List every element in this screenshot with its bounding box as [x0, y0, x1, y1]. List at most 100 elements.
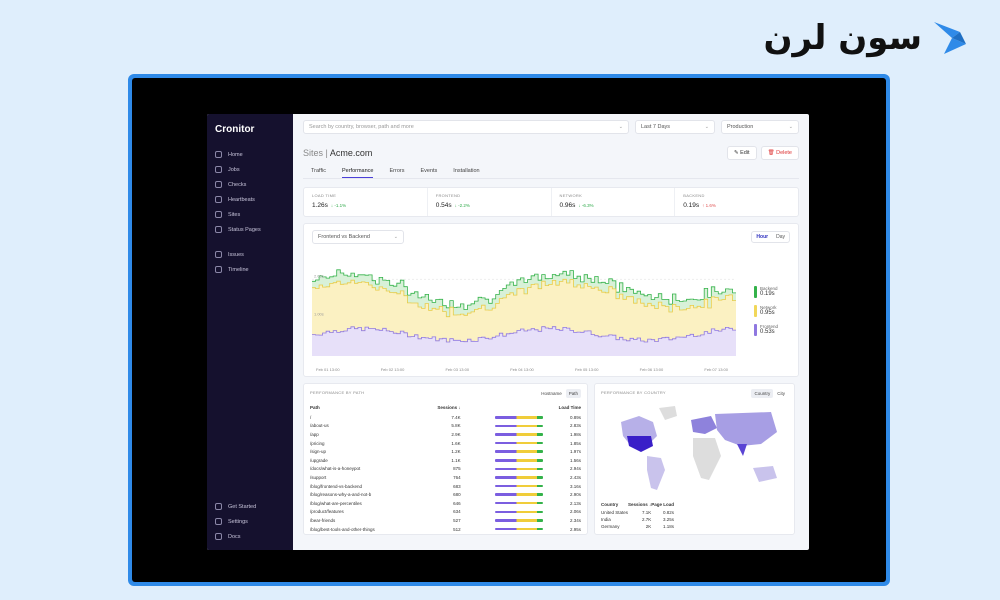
col-load-time[interactable]: Load Time [558, 405, 581, 410]
table-row[interactable]: /pricing 1.6K 1.85s [310, 439, 581, 448]
sidebar-item-checks[interactable]: Checks [213, 177, 287, 192]
sidebar-item-settings[interactable]: Settings [213, 514, 287, 529]
toggle-hour[interactable]: Hour [756, 234, 769, 240]
search-input[interactable]: Search by country, browser, path and mor… [303, 120, 629, 134]
app-logo[interactable]: Cronitor [215, 124, 255, 135]
path-cell: /blog/what-are-percentiles [310, 500, 362, 506]
sidebar-item-label: Jobs [228, 166, 240, 173]
date-range-select[interactable]: Last 7 Days ⌄ [635, 120, 715, 134]
load-time-bar [494, 424, 543, 428]
table-row[interactable]: /blog/best-tools-and-other-things 512 2.95… [310, 525, 581, 534]
sidebar-item-label: Sites [228, 211, 241, 218]
network-line [312, 278, 736, 318]
brand-header: سون لرن [763, 18, 970, 58]
edit-button[interactable]: ✎ Edit [726, 146, 757, 160]
table-row[interactable]: /app 2.9K 1.98s [310, 430, 581, 439]
page-load-cell: 3.25s [663, 517, 675, 522]
table-row[interactable]: /sign-up 1.2K 1.97s [310, 447, 581, 456]
tab-installation[interactable]: Installation [453, 168, 480, 174]
world-map[interactable] [601, 400, 791, 500]
map-europe [691, 416, 717, 434]
load-time-bar [494, 484, 543, 488]
legend-name: Backend [759, 286, 778, 291]
chart-legend: Backend 0.19s Network 0.95s Frontend 0.53s [753, 286, 778, 343]
load-bar-cell [461, 413, 543, 422]
col-country-sessions[interactable]: Sessions ↓ [628, 502, 652, 507]
performance-by-country-card: PERFORMANCE BY COUNTRY Country City [594, 383, 795, 535]
metric-frontend: FRONTEND 0.54s ↓ -2.2% [428, 188, 552, 216]
sidebar-item-jobs[interactable]: Jobs [213, 162, 287, 177]
tab-errors[interactable]: Errors [389, 168, 405, 174]
sidebar-item-status-pages[interactable]: Status Pages [213, 222, 287, 237]
environment-select[interactable]: Production ⌄ [721, 120, 799, 134]
x-tick-label: Feb 01 13:00 [316, 367, 340, 372]
load-bar-cell [461, 430, 543, 439]
card-title: PERFORMANCE BY COUNTRY [601, 390, 666, 395]
granularity-toggle: Hour Day [751, 231, 790, 243]
path-toggle: Hostname Path [538, 389, 581, 398]
delete-button[interactable]: 🗑 Delete [760, 146, 799, 160]
chevron-down-icon: ⌄ [704, 124, 709, 130]
sidebar-item-sites[interactable]: Sites [213, 207, 287, 222]
country-table: Country Sessions ↓ Page Load United Stat… [601, 502, 674, 530]
sidebar-item-label: Home [228, 151, 243, 158]
col-page-load[interactable]: Page Load [651, 502, 675, 507]
toggle-day[interactable]: Day [776, 234, 785, 240]
sidebar-item-docs[interactable]: Docs [213, 529, 287, 544]
sidebar-item-label: Settings [228, 518, 248, 525]
x-tick-label: Feb 04 13:00 [510, 367, 534, 372]
table-row[interactable]: /blog/what-are-percentiles 646 2.13s [310, 499, 581, 508]
sidebar-item-label: Heartbeats [228, 196, 255, 203]
col-sessions[interactable]: Sessions ↓ [437, 405, 461, 410]
backend-line [312, 269, 736, 310]
legend-network: Network 0.95s [753, 305, 778, 317]
load-time-cell: 1.98s [569, 431, 581, 437]
table-row[interactable]: India 2.7K 3.25s [601, 516, 674, 523]
table-row[interactable]: /blog/frontend-vs-backend 683 3.16s [310, 482, 581, 491]
path-cell: /blog/frontend-vs-backend [310, 483, 363, 489]
load-time-cell: 3.16s [569, 483, 581, 489]
col-country[interactable]: Country [601, 502, 619, 507]
sessions-cell: 1.1K [451, 457, 461, 463]
load-bar-cell [461, 516, 543, 525]
toggle-path[interactable]: Path [565, 389, 581, 398]
toggle-city[interactable]: City [777, 391, 785, 396]
toggle-hostname[interactable]: Hostname [541, 391, 562, 396]
load-time-cell: 2.06s [569, 509, 581, 515]
edit-label: Edit [740, 150, 750, 156]
table-row[interactable]: /product/features 634 2.06s [310, 508, 581, 517]
load-time-bar [494, 441, 543, 445]
table-row[interactable]: /about-us 5.8K 2.83s [310, 422, 581, 431]
table-row[interactable]: /docs/what-is-a-honeypot 875 2.94s [310, 465, 581, 474]
chart-metric-select[interactable]: Frontend vs Backend ⌄ [312, 230, 404, 244]
heartbeat-icon [215, 196, 222, 203]
tab-events[interactable]: Events [420, 168, 438, 174]
load-time-cell: 0.89s [569, 414, 581, 420]
sidebar-item-label: Docs [228, 533, 241, 540]
table-row[interactable]: /bear-friends 527 2.34s [310, 516, 581, 525]
sidebar-item-heartbeats[interactable]: Heartbeats [213, 192, 287, 207]
sidebar-item-timeline[interactable]: Timeline [213, 262, 287, 277]
load-time-cell: 1.97s [569, 449, 581, 455]
table-row[interactable]: /support 764 2.43s [310, 473, 581, 482]
load-time-cell: 1.85s [569, 440, 581, 446]
country-cell: Germany [601, 524, 620, 529]
sidebar-item-home[interactable]: Home [213, 147, 287, 162]
path-cell: /support [310, 474, 327, 480]
table-row[interactable]: / 7.4K 0.89s [310, 413, 581, 422]
table-row[interactable]: /blog/reasons-why-a-and-not-b 680 2.90s [310, 490, 581, 499]
metric-delta: ↓ -6.3% [578, 203, 594, 208]
tab-performance[interactable]: Performance [341, 168, 374, 178]
table-row[interactable]: Germany 2K 1.18s [601, 523, 674, 530]
path-cell: /docs/what-is-a-honeypot [310, 466, 361, 472]
breadcrumb-section[interactable]: Sites [303, 148, 324, 158]
toggle-country[interactable]: Country [751, 389, 774, 398]
col-path[interactable]: Path [310, 405, 320, 410]
legend-value: 0.95s [759, 310, 775, 316]
tab-traffic[interactable]: Traffic [311, 168, 326, 174]
sidebar-item-issues[interactable]: Issues [213, 247, 287, 262]
chevron-down-icon: ⌄ [788, 124, 793, 130]
sidebar-item-get-started[interactable]: Get Started [213, 499, 287, 514]
table-row[interactable]: United States 7.1K 0.82s [601, 509, 674, 516]
table-row[interactable]: /upgrade 1.1K 1.56s [310, 456, 581, 465]
